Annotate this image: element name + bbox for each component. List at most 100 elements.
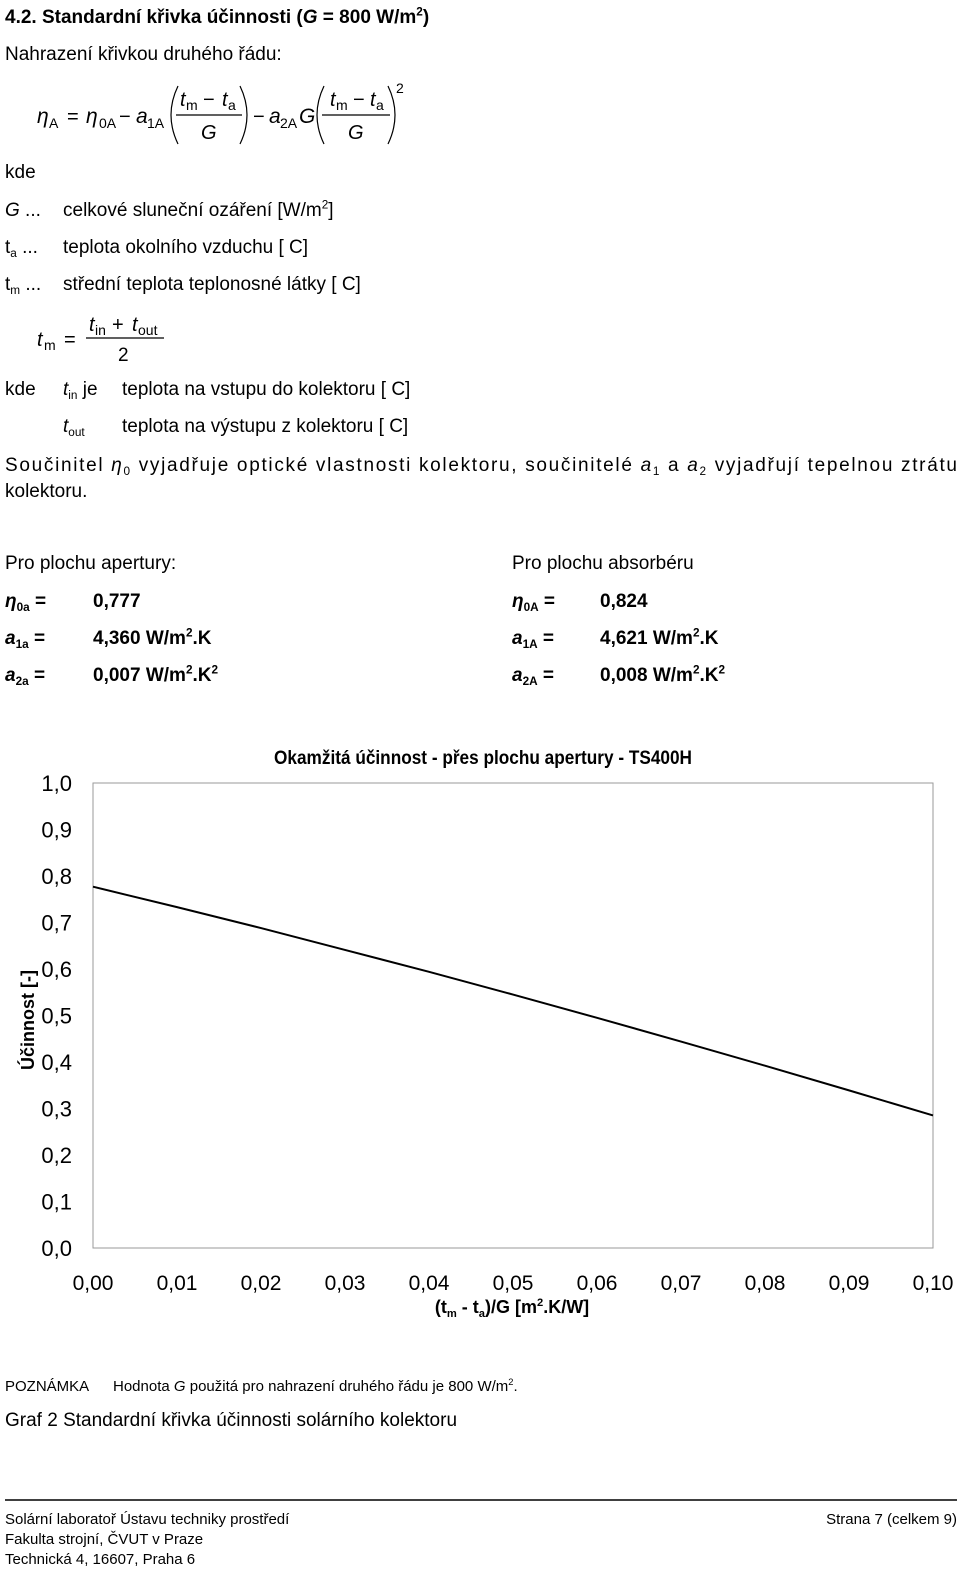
text-line: Technická 4, 16607, Praha 6 — [5, 1551, 195, 1568]
text-part: m — [186, 97, 198, 113]
text-part: = — [538, 665, 554, 686]
text-part: 2 — [118, 345, 129, 366]
text-line: 0,02 — [241, 1272, 282, 1295]
text-line: teplota na výstupu z kolektoru [ C] — [122, 416, 408, 437]
text-part: 0,3 — [41, 1097, 72, 1122]
text-part: 0,02 — [241, 1272, 282, 1295]
text-line: 0,7 — [41, 911, 72, 936]
text-line: 0,9 — [41, 818, 72, 843]
text-part: − — [119, 106, 131, 128]
paren — [316, 85, 325, 145]
text-part: (t — [435, 1297, 447, 1317]
text-part: out — [68, 426, 85, 439]
text-line: 0,5 — [41, 1004, 72, 1029]
text-line: kde — [5, 162, 36, 183]
text-part: Strana 7 (celkem 9) — [826, 1511, 957, 1528]
text-line: t — [89, 314, 96, 336]
text-part: ... — [17, 237, 38, 258]
text-part: t — [5, 274, 11, 295]
text-line: Pro plochu apertury: — [5, 553, 176, 574]
text-part: 0,7 — [41, 911, 72, 936]
text-line: 0,00 — [73, 1272, 114, 1295]
text-part: 0,6 — [41, 957, 72, 982]
text-part: 2 — [186, 626, 193, 639]
text-line: A — [49, 115, 59, 131]
efficiency-line — [92, 885, 934, 1117]
text-part: G — [5, 200, 20, 221]
text-part: 0,07 — [661, 1272, 702, 1295]
text-line: a2A = — [512, 665, 554, 688]
text-part: Účinnost [-] — [17, 970, 38, 1070]
text-part: Graf 2 Standardní křivka účinnosti solár… — [5, 1410, 457, 1431]
text-part: 2A — [280, 115, 298, 131]
text-line: G — [348, 122, 364, 144]
text-part: 0,08 — [745, 1272, 786, 1295]
text-part: = — [29, 665, 45, 686]
text-part: η — [111, 455, 122, 476]
text-part: a — [479, 1308, 486, 1320]
text-part: Pro plochu apertury: — [5, 553, 176, 574]
text-line: G — [299, 105, 315, 128]
text-line: (tm - ta)/G [m2.K/W] — [435, 1297, 589, 1320]
text-part: ] — [328, 200, 333, 221]
text-line: 0,09 — [829, 1272, 870, 1295]
text-line: 0,08 — [745, 1272, 786, 1295]
text-part: teplota okolního vzduchu [ C] — [63, 237, 308, 258]
text-part: a — [269, 105, 281, 128]
text-line: Účinnost [-] — [17, 970, 38, 1070]
text-line: teplota na vstupu do kolektoru [ C] — [122, 379, 410, 400]
text-part: = 800 W/m — [318, 7, 417, 28]
text-part: Solární laboratoř Ústavu techniky prostř… — [5, 1511, 290, 1528]
text-part: m — [336, 97, 348, 113]
text-line: 0,03 — [325, 1272, 366, 1295]
text-part: . — [513, 1378, 517, 1395]
text-part: 0,8 — [41, 864, 72, 889]
text-part: Okamžitá účinnost - přes plochu apertury… — [274, 748, 692, 769]
text-part: 0,824 — [600, 591, 648, 612]
text-line: 0,05 — [493, 1272, 534, 1295]
text-line: G — [201, 122, 217, 144]
text-part: 4.2. Standardní křivka účinnosti ( — [5, 7, 303, 28]
text-line: − — [119, 106, 131, 128]
text-part: kde — [5, 379, 36, 400]
text-part: in — [95, 322, 106, 338]
text-part: a — [10, 247, 17, 260]
text-part: + — [112, 314, 124, 336]
text-part: − — [353, 89, 365, 111]
text-part: kde — [5, 162, 36, 183]
text-part: 2 — [537, 1297, 543, 1309]
text-part: střední teplota teplonosné látky [ C] — [63, 274, 361, 295]
text-part: a — [641, 455, 652, 476]
text-part: Pro plochu absorbéru — [512, 553, 694, 574]
text-line: 0,07 — [661, 1272, 702, 1295]
text-line: η0A = — [512, 591, 555, 614]
text-part: a — [512, 628, 523, 649]
text-part: = — [29, 628, 45, 649]
text-part: 1,0 — [41, 771, 72, 796]
text-line: 2A — [280, 115, 298, 131]
text-part: .K — [192, 628, 211, 649]
text-part: POZNÁMKA — [5, 1378, 89, 1395]
text-part: G — [174, 1378, 186, 1395]
text-part: 0,00 — [73, 1272, 114, 1295]
text-part: ) — [423, 7, 429, 28]
text-part: t — [89, 314, 96, 336]
text-part: .K — [699, 628, 718, 649]
text-part: celkové sluneční ozáření [W/m — [63, 200, 322, 221]
text-part: = — [539, 591, 555, 612]
text-part: 0A — [524, 601, 540, 614]
text-part: a — [136, 105, 148, 128]
text-part: 0,1 — [41, 1190, 72, 1215]
text-part: 0,09 — [829, 1272, 870, 1295]
text-part: je — [77, 379, 97, 400]
text-line: in — [95, 322, 106, 338]
text-line: η — [86, 105, 98, 128]
text-part: 2 — [416, 5, 423, 18]
text-part: 0,4 — [41, 1050, 72, 1075]
text-part: 1a — [16, 638, 30, 651]
text-part: − — [253, 106, 265, 128]
text-line: 4,621 W/m2.K — [600, 626, 719, 649]
text-part: G — [201, 122, 217, 144]
